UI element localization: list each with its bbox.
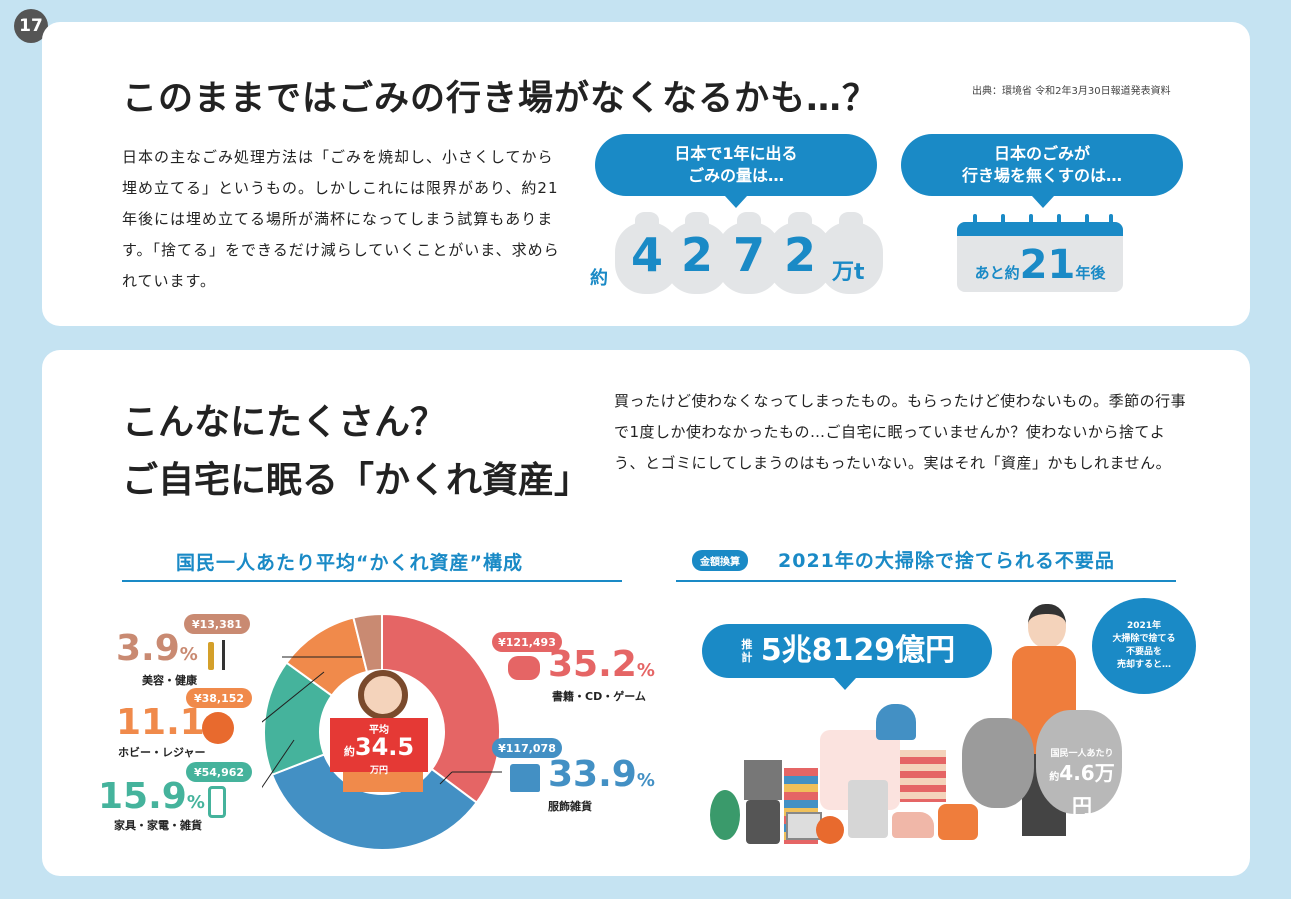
man-head-icon <box>1028 604 1066 648</box>
label-clothing: 服飾雑貨 <box>548 800 592 813</box>
waste-title: このままではごみの行き場がなくなるかも…？ <box>122 79 879 119</box>
label-furniture: 家具・家電・雑貨 <box>114 819 202 832</box>
side-bubble: 2021年 大掃除で捨てる 不要品を 売却すると… <box>1092 598 1196 694</box>
garbage-bag-icon <box>819 212 883 294</box>
average-unit: 万円 <box>369 766 388 776</box>
pct-clothing: 33.9% <box>548 754 655 795</box>
bag-icon <box>1036 710 1122 814</box>
bubble-annual-waste: 日本で1年に出る ごみの量は… <box>595 134 877 196</box>
source-note: 出典：環境省 令和2年3月30日報道発表資料 <box>972 86 1171 97</box>
title-line-1: こんなにたくさん？ <box>122 402 447 443</box>
box-icon <box>848 780 888 838</box>
total-prefix: 推計 <box>741 638 753 664</box>
gamepad-icon <box>508 656 540 680</box>
woman-icon <box>358 670 408 720</box>
hidden-assets-title: こんなにたくさん？ ご自宅に眠る「かくれ資産」 <box>122 394 590 510</box>
amount-digit: 2 <box>783 228 816 282</box>
basketball-icon <box>816 816 844 844</box>
slice-books <box>381 612 501 804</box>
years-prefix: あと約 <box>974 264 1020 282</box>
shoe-icon <box>892 812 934 838</box>
years-value: 21 <box>1019 242 1076 288</box>
leader-line <box>262 739 295 789</box>
bag-icon <box>962 718 1034 808</box>
amount-unit: 万t <box>832 260 865 285</box>
leader-line <box>439 771 453 785</box>
basketball-icon <box>202 712 234 744</box>
amount-digit: 2 <box>680 228 713 282</box>
per-person-box: 国民一人あたり 約4.6万円 <box>1042 746 1122 822</box>
title-line-2: ご自宅に眠る「かくれ資産」 <box>122 460 591 501</box>
label-beauty: 美容・健康 <box>142 674 197 687</box>
price-tag-beauty: ¥13,381 <box>184 614 250 634</box>
leader-line <box>262 671 325 723</box>
price-tag-furniture: ¥54,962 <box>186 762 252 782</box>
pct-furniture: 15.9% <box>98 776 205 817</box>
price-tag-clothing: ¥117,078 <box>492 738 562 758</box>
hidden-assets-card: こんなにたくさん？ ご自宅に眠る「かくれ資産」 買ったけど使わなくなってしまった… <box>42 350 1250 876</box>
amount-digit: 4 <box>630 228 663 282</box>
average-value: 34.5 <box>354 733 415 761</box>
lipstick-icon <box>208 642 214 670</box>
divider <box>122 580 622 582</box>
waste-card: このままではごみの行き場がなくなるかも…？ 出典：環境省 令和2年3月30日報道… <box>42 22 1250 326</box>
page-number: 17 <box>14 9 48 43</box>
per-person-prefix: 約 <box>1049 772 1060 783</box>
amount-digit: 7 <box>732 228 765 282</box>
bubble-tail <box>1032 196 1054 208</box>
amount-prefix: 約 <box>590 268 608 289</box>
tv-icon <box>744 760 782 800</box>
pct-books: 35.2% <box>548 644 655 685</box>
plant-icon <box>710 790 740 840</box>
per-person-value: 4.6万円 <box>1059 761 1115 818</box>
right-section-title: 2021年の大掃除で捨てられる不要品 <box>778 550 1115 572</box>
asset-donut-chart <box>262 612 502 851</box>
handbag-icon <box>938 804 978 840</box>
bubble-years-left: 日本のごみが 行き場を無くすのは… <box>901 134 1183 196</box>
speaker-icon <box>746 800 780 844</box>
total-bubble: 推計 5兆8129億円 <box>702 624 992 678</box>
smartphone-icon <box>208 786 226 818</box>
years-suffix: 年後 <box>1075 264 1106 282</box>
tshirt-icon <box>510 764 540 792</box>
slice-clothing <box>270 753 478 851</box>
average-prefix: 約 <box>343 745 355 758</box>
label-books: 書籍・CD・ゲーム <box>552 690 646 703</box>
calendar-icon: あと約21年後 <box>957 214 1123 292</box>
divider <box>676 580 1176 582</box>
bubble-tail <box>834 678 856 690</box>
left-section-title: 国民一人あたり平均“かくれ資産”構成 <box>176 552 523 574</box>
pct-beauty: 3.9% <box>116 628 198 669</box>
mascara-icon <box>222 640 225 670</box>
price-tag-hobby: ¥38,152 <box>186 688 252 708</box>
price-tag-books: ¥121,493 <box>492 632 562 652</box>
average-card: 平均 約34.5 万円 <box>330 718 428 776</box>
per-person-label: 国民一人あたり <box>1050 749 1114 759</box>
conversion-tag: 金額換算 <box>692 550 748 571</box>
hat-icon <box>876 704 916 740</box>
waste-body: 日本の主なごみ処理方法は「ごみを焼却し、小さくしてから埋め立てる」というもの。し… <box>122 148 560 290</box>
book-stack-icon <box>900 750 946 802</box>
hidden-assets-body: 買ったけど使わなくなってしまったもの。もらったけど使わないもの。季節の行事で1度… <box>614 392 1187 472</box>
label-hobby: ホビー・レジャー <box>118 746 206 759</box>
average-label: 平均 <box>369 725 389 736</box>
bubble-tail <box>725 196 747 208</box>
total-value: 5兆8129億円 <box>760 633 956 668</box>
